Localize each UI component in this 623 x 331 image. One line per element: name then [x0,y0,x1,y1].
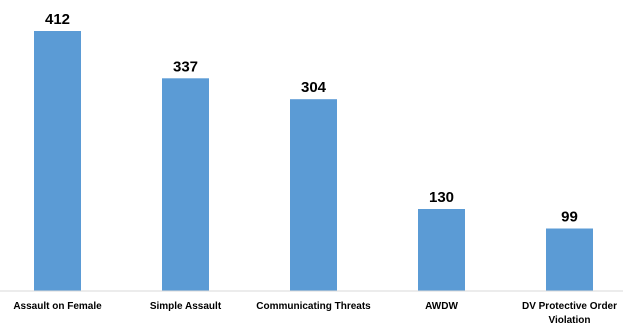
bar-3 [418,209,465,291]
data-labels-group: 412 337 304 130 99 [45,11,578,226]
data-label-2: 304 [301,79,327,96]
category-label-2: Communicating Threats [256,301,371,312]
bar-1 [162,78,209,291]
bar-4 [546,228,593,291]
category-label-0: Assault on Female [13,301,102,312]
category-labels-group: Assault on Female Simple Assault Communica… [13,301,617,326]
category-label-3: AWDW [425,301,458,312]
bar-0 [34,31,81,291]
bars-group [34,31,593,291]
data-label-3: 130 [429,189,454,206]
category-label-1: Simple Assault [150,301,222,312]
data-label-1: 337 [173,58,198,75]
bar-2 [290,99,337,291]
category-label-4: DV Protective Order Violation [522,301,617,326]
data-label-4: 99 [561,209,578,226]
data-label-0: 412 [45,11,70,28]
